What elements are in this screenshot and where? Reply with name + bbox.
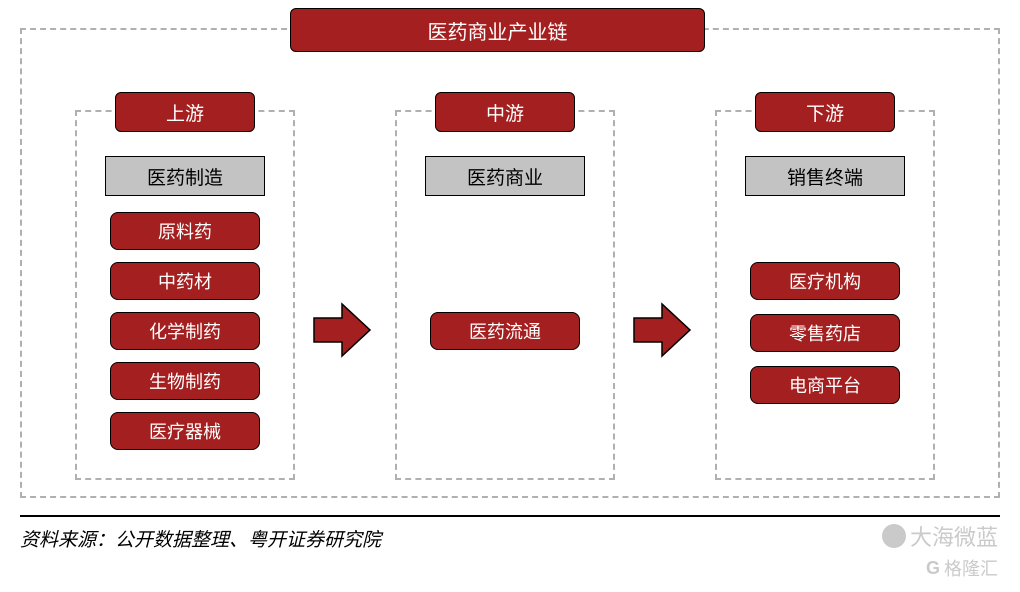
watermark-text-2: 格隆汇: [944, 555, 998, 581]
source-citation: 资料来源：公开数据整理、粤开证券研究院: [20, 515, 1000, 552]
category-upstream: 医药制造: [105, 156, 265, 196]
header-downstream: 下游: [755, 92, 895, 132]
item-box: 零售药店: [750, 314, 900, 352]
item-box: 医药流通: [430, 312, 580, 350]
category-midstream: 医药商业: [425, 156, 585, 196]
wechat-icon: [882, 524, 906, 548]
header-midstream: 中游: [435, 92, 575, 132]
item-box: 医疗器械: [110, 412, 260, 450]
diagram-title: 医药商业产业链: [290, 8, 705, 52]
watermark-text-1: 大海微蓝: [910, 520, 998, 552]
header-upstream: 上游: [115, 92, 255, 132]
watermark-gelonghui: G 格隆汇: [926, 555, 998, 581]
item-box: 生物制药: [110, 362, 260, 400]
arrow-1: [312, 300, 372, 360]
item-box: 原料药: [110, 212, 260, 250]
category-downstream: 销售终端: [745, 156, 905, 196]
gelonghui-icon: G: [926, 558, 940, 579]
item-box: 化学制药: [110, 312, 260, 350]
item-box: 医疗机构: [750, 262, 900, 300]
watermark-wechat: 大海微蓝: [882, 520, 998, 552]
item-box: 中药材: [110, 262, 260, 300]
item-box: 电商平台: [750, 366, 900, 404]
arrow-2: [632, 300, 692, 360]
